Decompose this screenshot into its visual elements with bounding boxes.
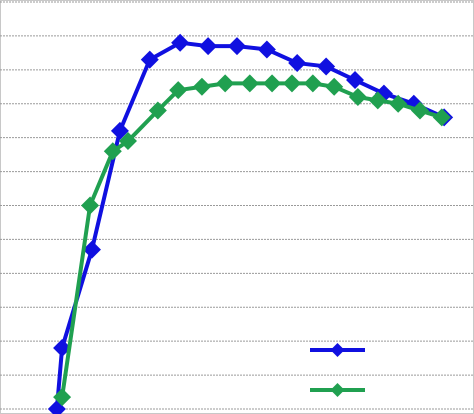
data-point xyxy=(148,101,167,120)
data-point xyxy=(199,37,218,56)
legend xyxy=(310,343,365,397)
data-point xyxy=(228,37,246,56)
data-point xyxy=(118,132,137,151)
data-point xyxy=(368,91,387,110)
data-point xyxy=(325,77,344,96)
data-point xyxy=(282,74,301,93)
data-point xyxy=(410,101,429,120)
data-point xyxy=(110,121,129,140)
legend-swatch-marker xyxy=(330,383,345,397)
data-point xyxy=(257,40,276,59)
data-point xyxy=(171,33,190,52)
data-point xyxy=(140,50,159,69)
data-point xyxy=(389,94,408,113)
data-point xyxy=(53,388,72,407)
data-point xyxy=(81,196,100,215)
data-point xyxy=(263,74,282,93)
data-point xyxy=(103,142,122,161)
legend-entry xyxy=(310,343,365,357)
data-point xyxy=(348,87,367,106)
data-point xyxy=(240,74,259,93)
legend-entry xyxy=(310,383,365,397)
data-point xyxy=(317,57,336,76)
data-point xyxy=(192,77,211,96)
data-point xyxy=(432,108,451,127)
legend-swatch-marker xyxy=(330,343,345,357)
plot-area xyxy=(47,33,454,414)
data-point xyxy=(303,74,322,93)
data-point xyxy=(216,74,235,93)
data-point xyxy=(346,71,365,90)
data-point xyxy=(288,54,307,73)
data-point xyxy=(47,400,66,414)
data-point xyxy=(82,240,101,259)
data-point xyxy=(169,81,188,100)
